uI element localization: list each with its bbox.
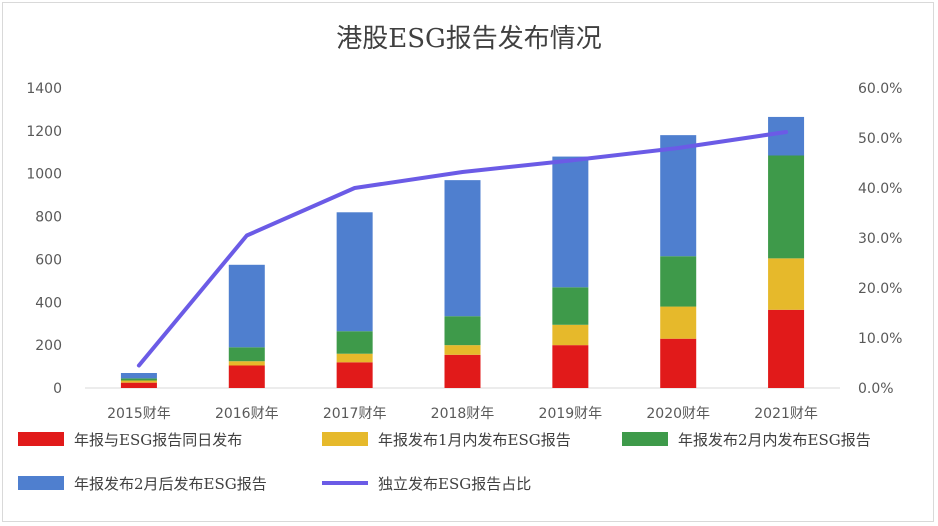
y2-tick-label: 50.0% (858, 131, 902, 147)
bar-segment (768, 309, 805, 388)
y-tick-label: 600 (35, 252, 62, 268)
bar-segment (660, 256, 697, 307)
legend-swatch (18, 432, 64, 446)
bar-segment (336, 362, 373, 388)
ratio-point (784, 130, 788, 134)
y-tick-label: 1400 (26, 81, 62, 97)
bar-segment (768, 155, 805, 259)
ratio-point (568, 159, 572, 162)
x-tick-label: 2020财年 (646, 406, 710, 422)
bar-segment (120, 378, 157, 381)
x-tick-label: 2018财年 (431, 406, 495, 422)
legend-label: 年报发布2月内发布ESG报告 (678, 430, 871, 449)
bar-segment (768, 258, 805, 310)
bar-segment (444, 180, 481, 317)
legend-line-swatch (322, 481, 368, 485)
bar-segment (228, 361, 265, 366)
bar-segment (768, 116, 805, 156)
x-tick-label: 2015财年 (107, 406, 171, 422)
bar-segment (120, 382, 157, 388)
y2-tick-label: 0.0% (858, 381, 894, 397)
x-tick-label: 2016财年 (215, 406, 279, 422)
bar-segment (336, 212, 373, 332)
legend-label: 独立发布ESG报告占比 (378, 474, 532, 493)
ratio-point (461, 170, 464, 174)
y-tick-label: 800 (35, 210, 62, 226)
bar-segment (228, 264, 265, 348)
bar-segment (552, 156, 589, 288)
y-tick-label: 1200 (26, 124, 62, 140)
y2-tick-label: 30.0% (858, 231, 902, 247)
bar-segment (228, 347, 265, 362)
bar-segment (120, 373, 157, 379)
bar-segment (444, 345, 481, 355)
y-tick-label: 1000 (26, 167, 62, 183)
bar-segment (552, 324, 589, 346)
bar-segment (660, 135, 697, 257)
ratio-point (245, 234, 249, 237)
bar-segment (228, 365, 265, 388)
bar-segment (120, 380, 157, 383)
bar-segment (552, 345, 589, 388)
bar-segment (444, 354, 481, 388)
legend-label: 年报发布1月内发布ESG报告 (378, 430, 571, 449)
y-tick-label: 0 (53, 381, 62, 397)
legend-swatch (18, 476, 64, 490)
y-tick-label: 200 (35, 338, 62, 354)
bar-segment (660, 306, 697, 339)
y2-tick-label: 10.0% (858, 331, 902, 347)
y2-tick-label: 60.0% (858, 81, 902, 97)
ratio-point (353, 186, 357, 190)
chart-title: 港股ESG报告发布情况 (336, 24, 602, 54)
legend-item-independent-ratio: 独立发布ESG报告占比 (322, 472, 531, 494)
x-tick-label: 2019财年 (539, 406, 603, 422)
legend-label: 年报与ESG报告同日发布 (74, 430, 243, 449)
legend-item-within-1-month: 年报发布1月内发布ESG报告 (322, 428, 571, 450)
ratio-point (676, 146, 680, 150)
legend-item-same-day: 年报与ESG报告同日发布 (18, 428, 242, 450)
bar-segment (660, 338, 697, 388)
legend-item-within-2-months: 年报发布2月内发布ESG报告 (622, 428, 871, 450)
legend-swatch (622, 432, 668, 446)
y-tick-label: 400 (35, 295, 62, 311)
legend-swatch (322, 432, 368, 446)
legend-item-after-2-months: 年报发布2月后发布ESG报告 (18, 472, 267, 494)
ratio-point (137, 364, 141, 367)
y2-tick-label: 20.0% (858, 281, 902, 297)
y2-tick-label: 40.0% (858, 181, 902, 197)
x-tick-label: 2017财年 (323, 406, 387, 422)
legend-label: 年报发布2月后发布ESG报告 (74, 474, 267, 493)
bar-segment (444, 316, 481, 346)
x-tick-label: 2021财年 (754, 406, 818, 422)
bar-segment (336, 353, 373, 363)
bar-segment (552, 287, 589, 325)
bar-segment (336, 331, 373, 354)
